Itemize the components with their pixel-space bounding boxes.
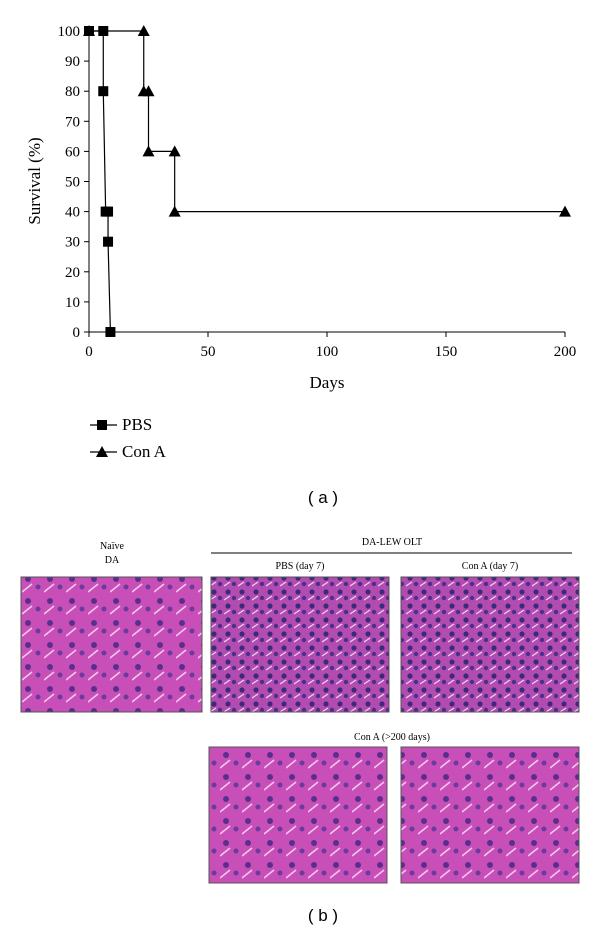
marker [98, 86, 109, 97]
histology-image [20, 576, 203, 713]
marker [168, 145, 181, 157]
marker [137, 25, 150, 36]
x-axis-label: Days [310, 373, 345, 392]
panel-label: ( b ) [308, 906, 338, 925]
y-tick-label: 40 [65, 205, 80, 221]
marker [103, 236, 114, 247]
marker [105, 327, 116, 337]
image-caption: Con A (>200 days) [354, 732, 430, 743]
y-tick-label: 50 [65, 175, 80, 191]
x-tick-label: 200 [554, 344, 577, 360]
group-title: DA-LEW OLT [362, 537, 422, 548]
series-line [89, 30, 565, 213]
series-line [89, 30, 112, 333]
y-tick-label: 30 [65, 235, 80, 251]
x-tick-label: 50 [201, 344, 216, 360]
y-tick-label: 20 [65, 265, 80, 281]
y-tick-label: 90 [65, 54, 80, 70]
y-tick-label: 60 [65, 144, 80, 160]
x-tick-label: 100 [316, 344, 339, 360]
legend-label: PBS [122, 415, 152, 434]
y-axis-label: Survival (%) [25, 137, 44, 224]
marker [96, 446, 108, 457]
marker [97, 420, 107, 430]
y-tick-label: 70 [65, 114, 80, 130]
histology-image [210, 576, 390, 713]
histology-image [208, 746, 388, 884]
legend: PBS Con A [90, 415, 167, 461]
image-caption: PBS (day 7) [276, 561, 325, 572]
marker [168, 205, 181, 217]
histology-image [400, 576, 580, 713]
legend-label: Con A [122, 442, 167, 461]
image-caption: DA [105, 555, 120, 566]
x-tick-label: 0 [85, 344, 93, 360]
x-tick-label: 150 [435, 344, 458, 360]
marker [559, 205, 571, 217]
plot-area: 0 10 20 30 40 50 60 70 80 90 100 0 50 100 150 200 [58, 24, 577, 360]
marker [103, 206, 114, 217]
y-tick-label: 10 [65, 295, 80, 311]
image-caption: Con A (day 7) [462, 561, 518, 572]
marker [83, 25, 95, 36]
histology-image [400, 746, 580, 884]
y-tick-label: 100 [58, 24, 81, 40]
panel-label: ( a ) [308, 488, 338, 507]
marker [142, 85, 155, 97]
y-tick-label: 0 [73, 325, 81, 341]
marker [142, 145, 155, 157]
image-caption: Naïve [100, 541, 124, 552]
y-tick-label: 80 [65, 84, 80, 100]
